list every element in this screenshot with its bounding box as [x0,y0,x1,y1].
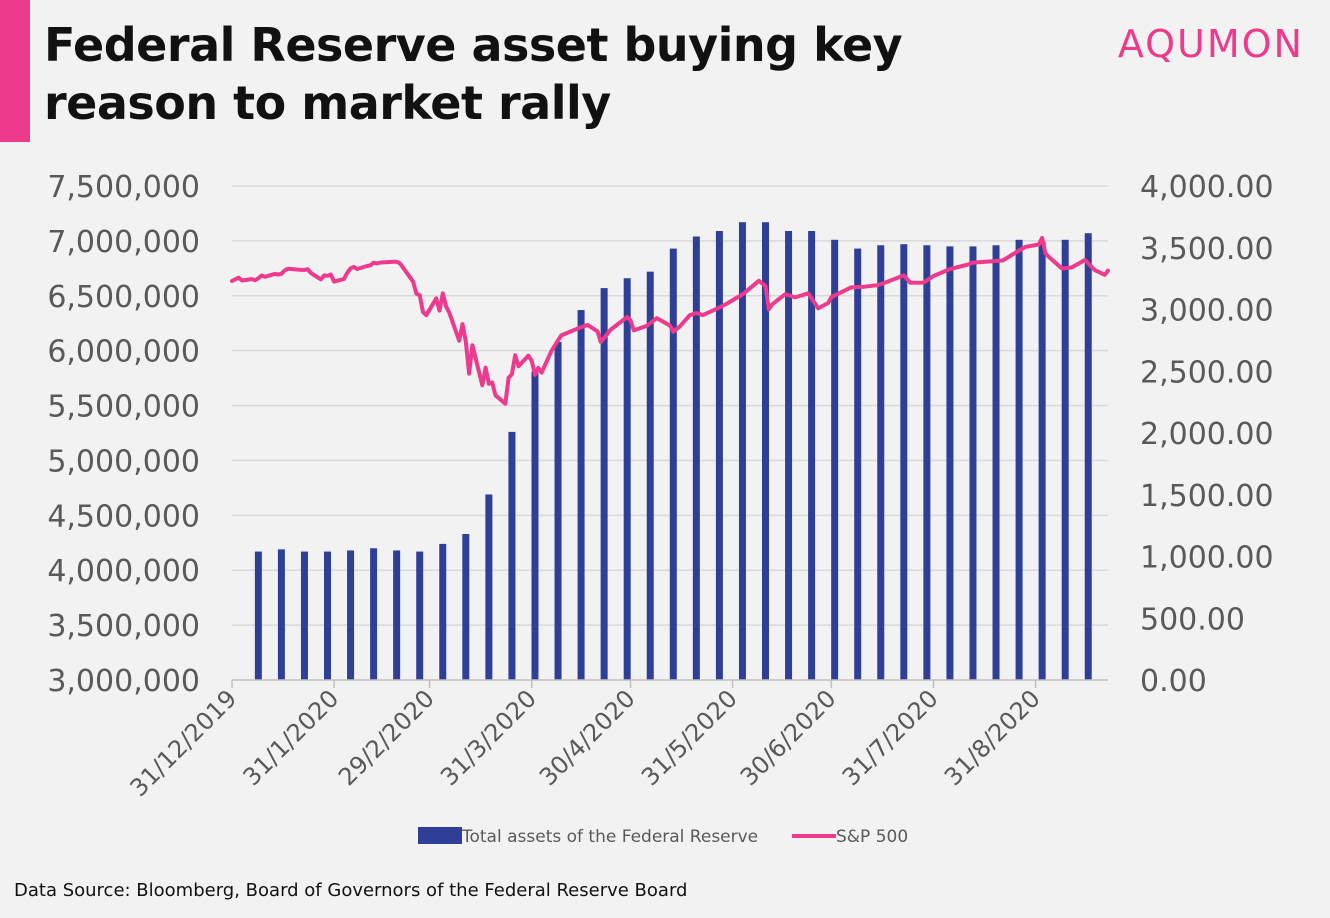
bar [531,371,539,680]
right-tick-label: 1,000.00 [1140,541,1274,576]
bar [669,248,677,680]
bar [554,341,562,680]
bar [300,551,308,680]
bar [347,550,355,680]
bar [692,236,700,680]
line-series [230,235,1110,406]
x-tick-label: 31/8/2020 [939,684,1046,791]
bar [715,231,723,680]
right-axis-ticks: 0.00 500.00 1,000.00 1,500.00 2,000.00 2,500.… [1140,170,1274,699]
bar [277,549,285,680]
left-tick-label: 4,000,000 [47,554,200,589]
bar [393,550,401,680]
x-tick-label: 30/4/2020 [534,684,641,791]
x-tick-label: 29/2/2020 [333,684,440,791]
right-tick-label: 2,000.00 [1140,417,1274,452]
bar [324,551,332,680]
bar [1015,239,1023,680]
bar [785,231,793,680]
page-title: Federal Reserve asset buying key reason … [44,18,903,130]
bar [923,245,931,680]
left-tick-label: 3,000,000 [47,664,200,699]
x-tick-label: 30/6/2020 [735,684,842,791]
bar [877,245,885,680]
right-tick-label: 2,500.00 [1140,355,1274,390]
left-tick-label: 6,500,000 [47,280,200,315]
bar [1038,241,1046,680]
legend-label: Total assets of the Federal Reserve [461,827,758,847]
right-tick-label: 0.00 [1140,664,1207,699]
bar [900,244,908,680]
x-tick-label: 31/3/2020 [435,684,542,791]
bar-series [254,222,1092,680]
left-tick-label: 3,500,000 [47,609,200,644]
bar [646,271,654,680]
bar [439,543,447,680]
bar [1061,239,1069,680]
bar [831,239,839,680]
left-tick-label: 4,500,000 [47,499,200,534]
x-axis-ticks: 31/12/201931/1/202029/2/202031/3/202030/… [125,684,1046,802]
x-axis [231,679,1108,688]
sp500-line [230,235,1110,406]
legend-label: S&P 500 [836,827,908,847]
bar [370,548,378,680]
left-tick-label: 7,000,000 [47,225,200,260]
bar [762,222,770,680]
bar [254,551,262,680]
bar [508,431,516,680]
bar [416,551,424,680]
bar [992,245,1000,680]
right-tick-label: 4,000.00 [1140,170,1274,205]
bar [738,222,746,680]
left-tick-label: 5,500,000 [47,390,200,425]
bar [485,494,493,680]
accent-bar [0,0,30,142]
right-tick-label: 3,000.00 [1140,294,1274,329]
bar [854,248,862,680]
left-tick-label: 6,000,000 [47,335,200,370]
chart: 3,000,000 3,500,000 4,000,000 4,500,000 5,00… [47,170,1274,847]
data-source-note: Data Source: Bloomberg, Board of Governo… [14,880,688,901]
x-tick-label: 31/7/2020 [837,684,944,791]
bar [600,288,608,680]
right-tick-label: 3,500.00 [1140,232,1274,267]
bar [462,533,470,680]
left-tick-label: 7,500,000 [47,170,200,205]
x-tick-label: 31/12/2019 [125,684,243,802]
left-tick-label: 5,000,000 [47,444,200,479]
bar [623,278,631,680]
legend: Total assets of the Federal Reserve S&P 5… [418,827,908,847]
legend-swatch-bar [418,827,462,844]
right-tick-label: 500.00 [1140,602,1245,637]
brand-logo: AQUMON [1117,22,1304,66]
bar [946,246,954,680]
x-tick-label: 31/5/2020 [636,684,743,791]
right-tick-label: 1,500.00 [1140,479,1274,514]
x-tick-label: 31/1/2020 [238,684,345,791]
bar [808,231,816,680]
bar [1084,233,1092,680]
bar [969,246,977,680]
bar [577,310,585,680]
left-axis-ticks: 3,000,000 3,500,000 4,000,000 4,500,000 5,00… [47,170,200,699]
